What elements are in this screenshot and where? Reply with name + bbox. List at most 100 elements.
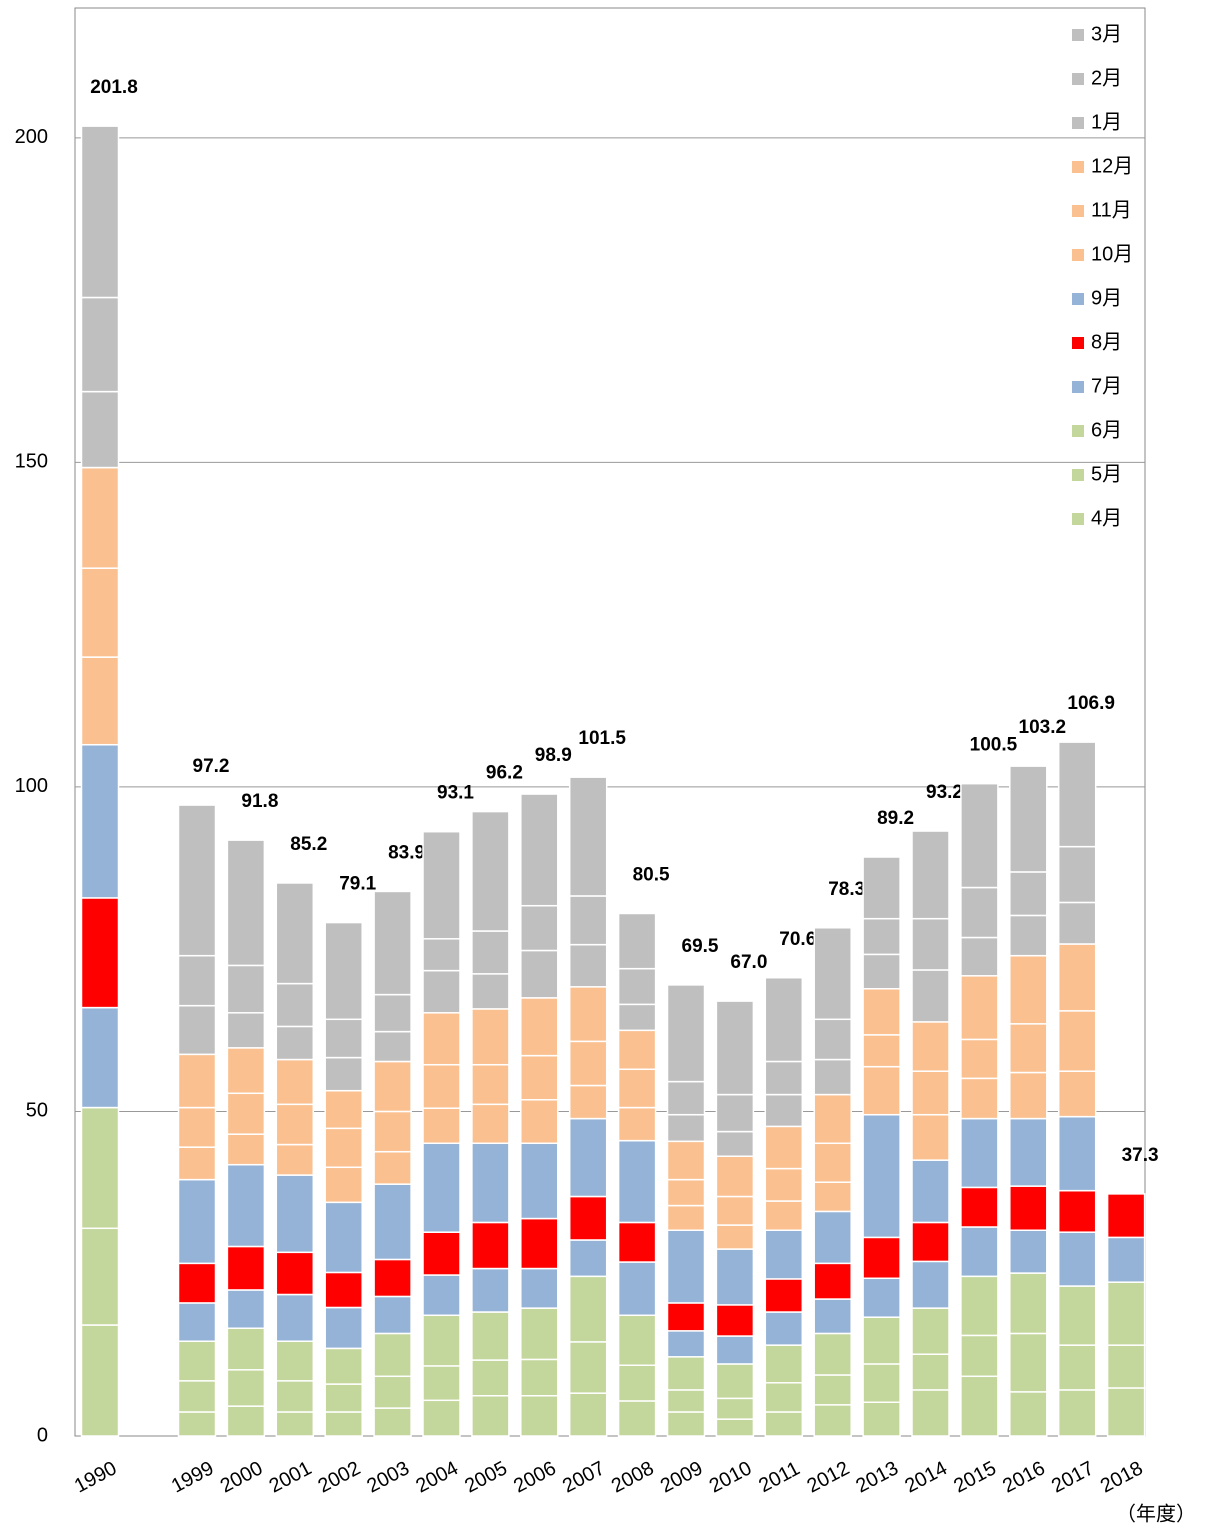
bar-segment	[715, 1304, 755, 1337]
bar-segment	[80, 125, 120, 299]
bar-segment	[1106, 1193, 1146, 1239]
total-label: 93.1	[437, 783, 474, 804]
bar-segment	[1009, 1272, 1048, 1335]
bar-segment	[471, 1311, 510, 1361]
bar-segment	[520, 949, 559, 999]
bar-segment	[275, 1103, 315, 1146]
bar-segment	[471, 1063, 510, 1106]
bar-segment	[226, 1092, 266, 1135]
bar-segment	[960, 936, 999, 977]
bar-segment	[275, 1251, 315, 1296]
bar-segment	[520, 1099, 559, 1145]
legend-label: 3月	[1091, 23, 1122, 45]
bar-segment	[471, 810, 510, 932]
bar-segment	[80, 1324, 120, 1437]
plot-frame	[74, 7, 1146, 1437]
bar-segment	[862, 1065, 901, 1116]
legend-swatch	[1072, 73, 1084, 85]
bar-segment	[177, 954, 217, 1007]
bar-segment	[911, 1307, 950, 1355]
bar-segment	[1009, 954, 1048, 1025]
bar-segment	[862, 1236, 901, 1280]
bar-segment	[813, 1058, 852, 1096]
bar-segment	[226, 839, 266, 967]
x-tick-label: 2004	[412, 1457, 462, 1497]
bar-segment	[226, 1133, 266, 1166]
x-tick-label: 2017	[1048, 1457, 1098, 1497]
bar-segment	[666, 1330, 706, 1358]
bar-segment	[275, 1340, 315, 1382]
total-label: 98.9	[535, 745, 572, 766]
bar-segment	[1009, 1071, 1048, 1120]
total-label: 67.0	[730, 952, 767, 973]
bar-segment	[617, 967, 657, 1006]
bar-segment	[666, 1411, 706, 1437]
legend-swatch	[1072, 469, 1084, 481]
bar-segment	[422, 1231, 461, 1276]
bar-segment	[568, 1084, 608, 1120]
legend-swatch	[1072, 161, 1084, 173]
bar-segment	[1009, 871, 1048, 917]
bar-segment	[520, 904, 559, 952]
bar-segment	[80, 567, 120, 658]
bar-segment	[960, 1077, 999, 1120]
x-tick-label: 2010	[706, 1457, 756, 1497]
x-tick-label: 2008	[608, 1457, 658, 1497]
bar-segment	[520, 997, 559, 1057]
bar-segment	[324, 1271, 363, 1309]
bar-segment	[862, 1113, 901, 1239]
bar-segment	[324, 1347, 363, 1385]
bar-segment	[617, 1029, 657, 1071]
total-label: 83.9	[388, 842, 425, 863]
bar-segment	[80, 390, 120, 469]
bar-segment	[80, 296, 120, 393]
bar-segment	[324, 1018, 363, 1059]
bar-segment	[1009, 914, 1048, 957]
bar-segment	[813, 1262, 852, 1300]
bar-segment	[275, 982, 315, 1028]
bar-segment	[715, 1248, 755, 1306]
bar-segment	[960, 782, 999, 889]
bar-segment	[177, 1106, 217, 1148]
total-label: 70.6	[779, 929, 816, 950]
bar-segment	[226, 1405, 266, 1437]
bar-segment	[764, 1093, 804, 1128]
bar-segment	[373, 1150, 412, 1185]
bar-segment	[373, 1110, 412, 1153]
bar-segment	[422, 1012, 461, 1066]
bar-segment	[960, 1186, 999, 1228]
bar-segment	[520, 1267, 559, 1309]
total-label: 96.2	[486, 763, 523, 784]
bar-segment	[324, 1411, 363, 1437]
bar-segment	[862, 988, 901, 1036]
bar-segment	[324, 1127, 363, 1169]
bar-segment	[275, 1025, 315, 1061]
total-label: 89.2	[877, 808, 914, 829]
bar-segment	[177, 1146, 217, 1181]
bar-segment	[520, 1054, 559, 1101]
bar-segment	[1057, 1189, 1097, 1233]
bar-segment	[226, 1327, 266, 1371]
bar-segment	[666, 984, 706, 1083]
bar-segment	[911, 917, 950, 971]
y-tick-label: 50	[26, 1100, 48, 1122]
bar-segment	[960, 1334, 999, 1378]
bar-segment	[617, 1068, 657, 1109]
bar-segment	[715, 1224, 755, 1250]
bar-segment	[813, 1142, 852, 1183]
bar-segment	[422, 1063, 461, 1109]
total-label: 100.5	[970, 735, 1018, 756]
legend-label: 1月	[1091, 111, 1122, 133]
bar-segment	[1009, 1229, 1048, 1274]
bar-segment	[617, 912, 657, 970]
bar-segment	[666, 1204, 706, 1231]
bar-segment	[422, 1365, 461, 1402]
bar-segment	[764, 1278, 804, 1313]
bar-segment	[324, 1306, 363, 1350]
bar-segment	[715, 1363, 755, 1400]
bar-segment	[520, 1395, 559, 1437]
bar-segment	[324, 1383, 363, 1413]
legend-label: 10月	[1091, 243, 1133, 265]
bar-segment	[764, 976, 804, 1063]
bar-segment	[617, 1364, 657, 1402]
